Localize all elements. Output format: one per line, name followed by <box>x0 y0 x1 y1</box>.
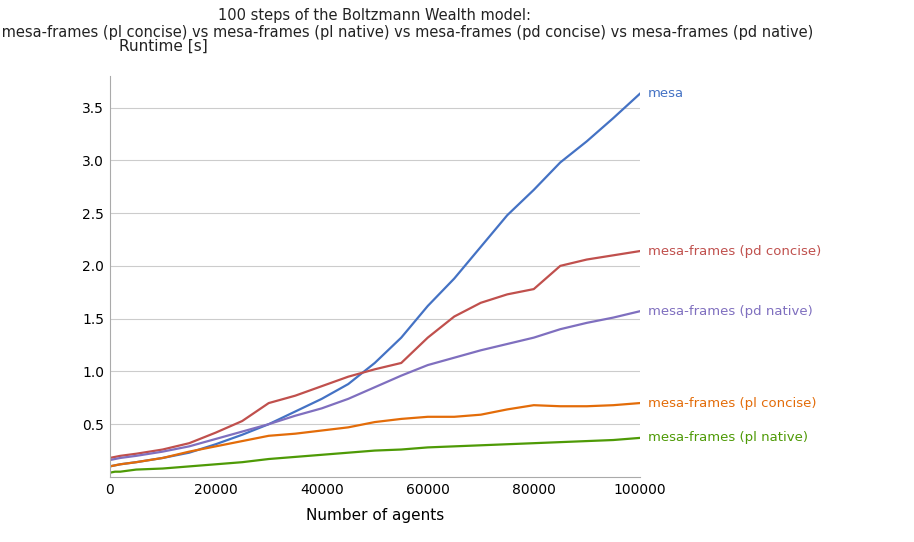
X-axis label: Number of agents: Number of agents <box>305 508 444 522</box>
Text: mesa-frames (pd native): mesa-frames (pd native) <box>648 305 813 318</box>
Text: Runtime [s]: Runtime [s] <box>119 39 207 54</box>
Title: 100 steps of the Boltzmann Wealth model:
mesa vs mesa-frames (pl concise) vs mes: 100 steps of the Boltzmann Wealth model:… <box>0 8 813 40</box>
Text: mesa-frames (pl concise): mesa-frames (pl concise) <box>648 397 816 410</box>
Text: mesa-frames (pl native): mesa-frames (pl native) <box>648 431 808 444</box>
Text: mesa-frames (pd concise): mesa-frames (pd concise) <box>648 244 821 257</box>
Text: mesa: mesa <box>648 87 684 100</box>
